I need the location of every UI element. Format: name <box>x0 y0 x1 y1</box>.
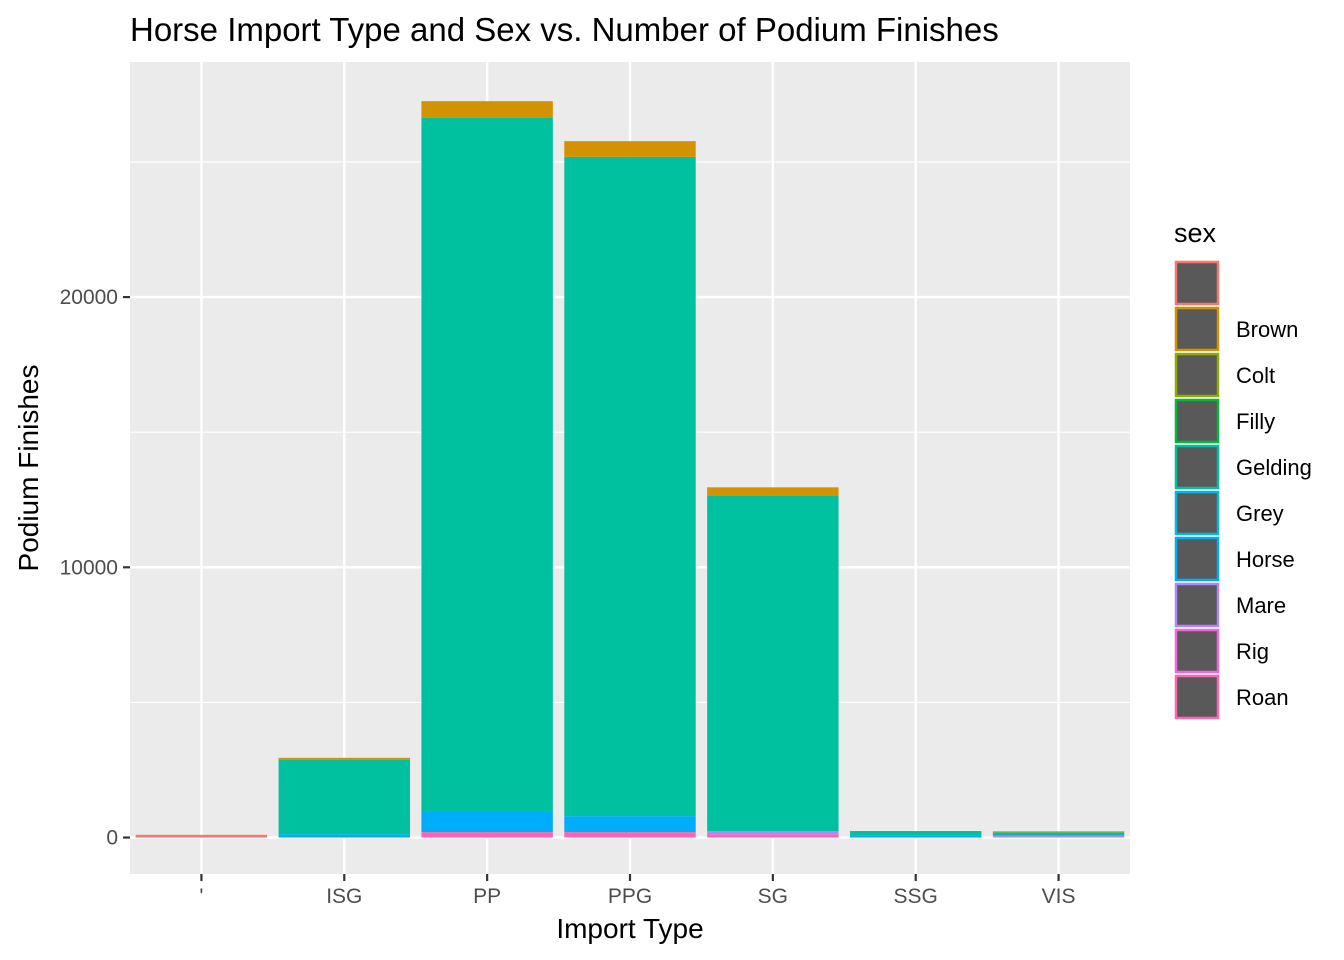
bar-segment <box>850 831 982 836</box>
x-tick-label: SG <box>758 885 788 908</box>
x-tick-label: ISG <box>326 885 362 908</box>
x-axis-title: Import Type <box>556 913 703 944</box>
legend-label: Horse <box>1236 547 1295 572</box>
x-axis: ' ISG PP PPG SG SSG VIS <box>199 874 1076 908</box>
y-tick-label: 0 <box>106 827 118 850</box>
legend-key <box>1174 536 1220 582</box>
bar-segment <box>992 832 1125 836</box>
legend-key <box>1174 352 1220 398</box>
legend-key <box>1174 490 1220 536</box>
y-tick-label: 10000 <box>60 556 118 579</box>
bar-segment <box>421 101 553 118</box>
x-tick-label: SSG <box>894 885 938 908</box>
bar-segment <box>278 757 410 760</box>
bar-segment <box>707 487 839 496</box>
bar-segment <box>421 811 553 833</box>
legend-key <box>1174 628 1220 674</box>
bar-segment <box>992 835 1125 838</box>
bars <box>135 101 1125 838</box>
legend-key <box>1174 444 1220 490</box>
legend-key <box>1174 398 1220 444</box>
x-tick-label: VIS <box>1042 885 1076 908</box>
legend-label: Mare <box>1236 593 1286 618</box>
bar-segment <box>564 141 696 157</box>
bar-segment <box>707 834 839 838</box>
legend-label: Gelding <box>1236 455 1312 480</box>
bar-segment <box>850 835 982 838</box>
legend-label: Roan <box>1236 685 1289 710</box>
legend-key <box>1174 306 1220 352</box>
y-axis-title: Podium Finishes <box>13 365 44 572</box>
x-tick-label: PP <box>473 885 501 908</box>
bar-segment <box>992 831 1125 833</box>
legend-label: Colt <box>1236 363 1275 388</box>
bar-segment <box>564 156 696 817</box>
legend-key <box>1174 260 1220 306</box>
bar-segment <box>278 834 410 838</box>
bar-segment <box>421 832 553 838</box>
bar-segment <box>135 834 268 838</box>
legend-label: Grey <box>1236 501 1284 526</box>
legend-key <box>1174 582 1220 628</box>
bar-segment <box>421 117 553 812</box>
bar-segment <box>564 816 696 833</box>
chart-title: Horse Import Type and Sex vs. Number of … <box>130 11 999 48</box>
bar-segment <box>564 832 696 838</box>
bar-segment <box>707 831 839 835</box>
x-tick-label: PPG <box>608 885 652 908</box>
bar-segment <box>278 759 410 835</box>
legend-label: Filly <box>1236 409 1275 434</box>
legend-label: Brown <box>1236 317 1298 342</box>
y-axis: 0 10000 20000 <box>60 286 130 850</box>
bar-segment <box>707 495 839 832</box>
legend: sex Brown Colt Filly Gelding Grey Horse Mare Ri… <box>1174 218 1312 720</box>
legend-title: sex <box>1174 218 1217 248</box>
legend-label: Rig <box>1236 639 1269 664</box>
x-tick-label: ' <box>199 885 203 908</box>
y-tick-label: 20000 <box>60 286 118 309</box>
legend-key <box>1174 674 1220 720</box>
